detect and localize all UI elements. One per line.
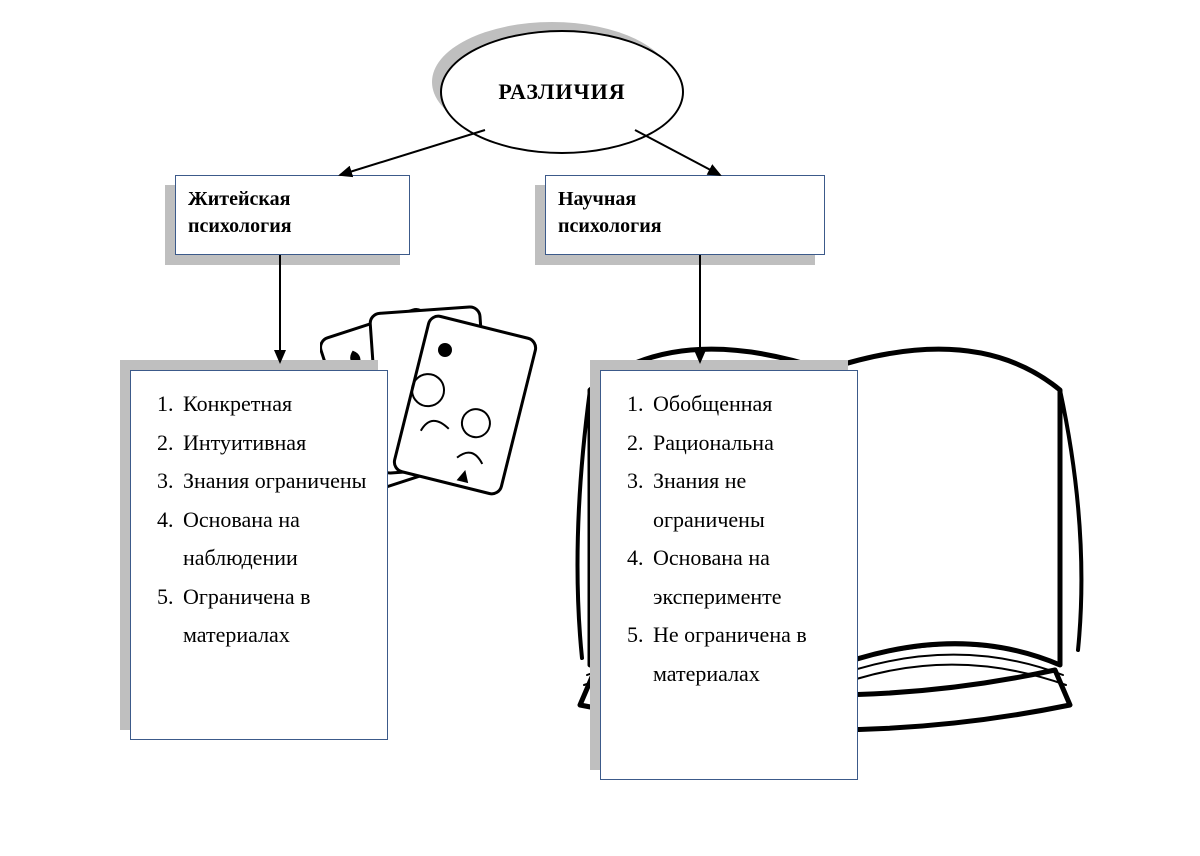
list-item: Конкретная (179, 385, 371, 424)
diagram-root: РАЗЛИЧИЯ Житейская психология Научная пс… (0, 0, 1200, 856)
left-list: Конкретная Интуитивная Знания ограничены… (151, 385, 371, 655)
arrow-top-right (635, 130, 720, 175)
arrow-top-left (340, 130, 485, 175)
left-label-line1: Житейская (188, 188, 290, 210)
list-item: Ограничена в материалах (179, 578, 371, 655)
list-item: Основана на наблюдении (179, 501, 371, 578)
left-list-box: Конкретная Интуитивная Знания ограничены… (130, 370, 388, 740)
list-item: Интуитивная (179, 424, 371, 463)
right-label-line2: психология (558, 215, 662, 237)
list-item: Обобщенная (649, 385, 841, 424)
list-item: Рациональна (649, 424, 841, 463)
left-label-line2: психология (188, 215, 292, 237)
title-ellipse: РАЗЛИЧИЯ (440, 30, 684, 154)
right-list-box: Обобщенная Рациональна Знания не огранич… (600, 370, 858, 780)
list-item: Основана на эксперименте (649, 539, 841, 616)
right-label-line1: Научная (558, 188, 636, 210)
list-item: Знания не ограничены (649, 462, 841, 539)
title-text: РАЗЛИЧИЯ (498, 79, 625, 105)
list-item: Не ограничена в материалах (649, 616, 841, 693)
list-item: Знания ограничены (179, 462, 371, 501)
right-label-box: Научная психология (545, 175, 825, 255)
right-list: Обобщенная Рациональна Знания не огранич… (621, 385, 841, 693)
left-label-box: Житейская психология (175, 175, 410, 255)
